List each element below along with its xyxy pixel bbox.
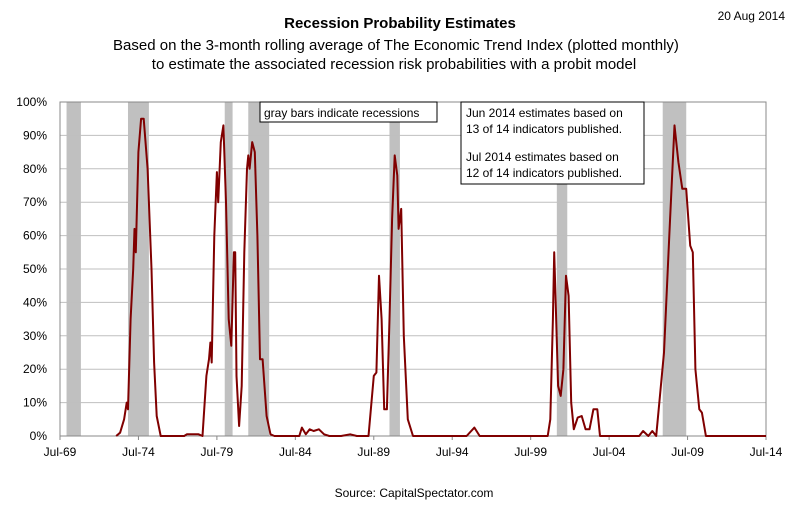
x-tick-label: Jul-99 bbox=[514, 445, 547, 459]
y-tick-label: 60% bbox=[23, 229, 47, 243]
y-tick-label: 30% bbox=[23, 329, 47, 343]
x-tick-label: Jul-74 bbox=[122, 445, 155, 459]
y-tick-labels: 0% 10% 20% 30% 40% 50% 60% 70% 80% 90% 100% bbox=[16, 95, 47, 443]
y-tick-label: 70% bbox=[23, 195, 47, 209]
chart-subtitle-line2: to estimate the associated recession ris… bbox=[152, 56, 636, 73]
y-tick-label: 50% bbox=[23, 262, 47, 276]
recession-note-box: gray bars indicate recessions bbox=[259, 101, 438, 123]
y-tick-label: 20% bbox=[23, 362, 47, 376]
chart-title: Recession Probability Estimates bbox=[284, 15, 516, 32]
grid-lines bbox=[60, 101, 766, 404]
x-tick-label: Jul-09 bbox=[671, 445, 704, 459]
x-tick-label: Jul-84 bbox=[279, 445, 312, 459]
estimates-note-line4: 12 of 14 indicators published. bbox=[466, 166, 622, 180]
estimates-note-line3: Jul 2014 estimates based on bbox=[466, 150, 619, 164]
y-tick-label: 100% bbox=[16, 95, 47, 109]
x-tick-label: Jul-94 bbox=[436, 445, 469, 459]
estimates-note-line1: Jun 2014 estimates based on bbox=[466, 106, 623, 120]
y-tick-label: 10% bbox=[23, 396, 47, 410]
x-tick-labels: Jul-69 Jul-74 Jul-79 Jul-84 Jul-89 Jul-94 Jul-… bbox=[44, 436, 783, 459]
y-tick-label: 80% bbox=[23, 162, 47, 176]
date-stamp: 20 Aug 2014 bbox=[718, 9, 786, 23]
recession-note-text: gray bars indicate recessions bbox=[264, 106, 419, 120]
y-tick-label: 40% bbox=[23, 295, 47, 309]
series-line bbox=[115, 117, 766, 437]
x-tick-label: Jul-69 bbox=[44, 445, 77, 459]
estimates-note-line2: 13 of 14 indicators published. bbox=[466, 122, 622, 136]
chart-subtitle-line1: Based on the 3-month rolling average of … bbox=[113, 37, 679, 54]
x-tick-label: Jul-14 bbox=[750, 445, 783, 459]
y-tick-label: 0% bbox=[30, 429, 48, 443]
x-tick-label: Jul-89 bbox=[357, 445, 390, 459]
estimates-note-box: Jun 2014 estimates based on 13 of 14 ind… bbox=[460, 101, 645, 185]
x-tick-label: Jul-04 bbox=[593, 445, 626, 459]
y-tick-label: 90% bbox=[23, 128, 47, 142]
x-tick-label: Jul-79 bbox=[201, 445, 234, 459]
source-credit: Source: CapitalSpectator.com bbox=[335, 486, 494, 500]
